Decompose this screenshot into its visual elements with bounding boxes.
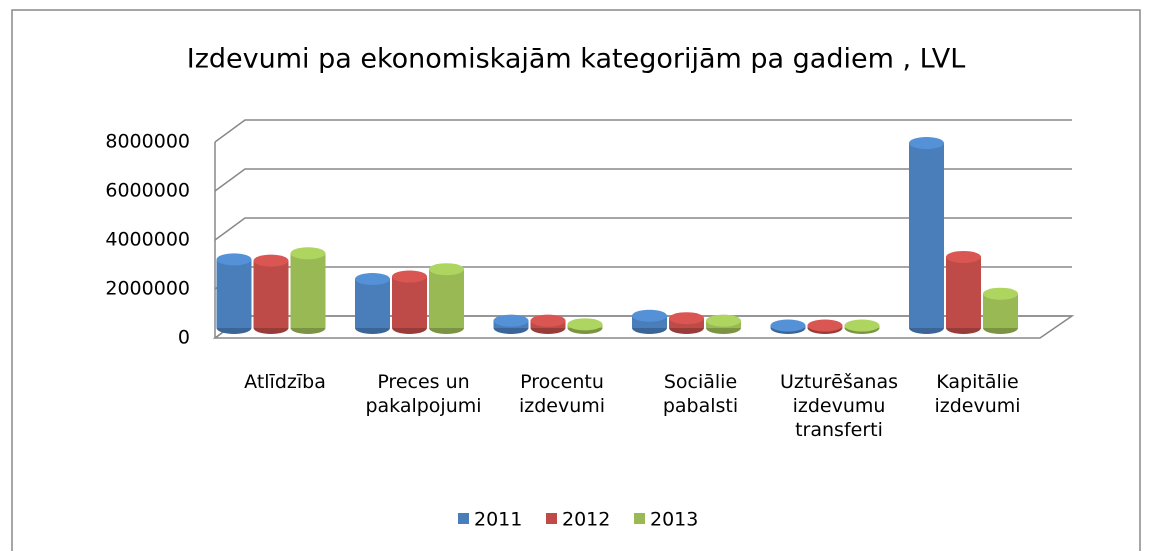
bar <box>216 259 252 328</box>
legend-label: 2011 <box>474 509 522 531</box>
bar <box>909 143 944 328</box>
legend-swatch <box>634 513 645 524</box>
x-tick-label: Sociālie pabalsti <box>662 371 739 417</box>
bar-top <box>567 318 603 331</box>
bar-top <box>946 250 981 263</box>
y-tick-label: 0 <box>178 327 190 349</box>
x-tick-label: Kapitālie izdevumi <box>934 371 1021 417</box>
bar-top <box>290 247 326 260</box>
y-tick-label: 4000000 <box>105 229 190 251</box>
y-tick-label: 2000000 <box>105 278 190 300</box>
bar-top <box>355 273 390 285</box>
y-tick-label: 8000000 <box>105 131 190 153</box>
bar-top <box>429 263 464 276</box>
legend-label: 2012 <box>562 509 610 531</box>
grid-line <box>214 168 1072 192</box>
bar-top <box>706 314 741 327</box>
x-tick-label: Preces un pakalpojumi <box>365 371 482 417</box>
bar <box>253 260 289 328</box>
bar <box>946 256 981 328</box>
x-tick-label: Atlīdzība <box>244 371 326 393</box>
bar-top <box>253 254 289 267</box>
bar-top <box>669 312 704 325</box>
bar-top <box>632 309 667 322</box>
bar <box>392 276 427 328</box>
x-tick-label: Procentu izdevumi <box>518 371 606 417</box>
grid-line <box>214 119 1072 143</box>
bar-top <box>770 319 806 332</box>
legend-swatch <box>546 513 557 524</box>
bar-top <box>530 314 566 327</box>
grid-line <box>214 217 1072 241</box>
bar-top <box>493 314 529 327</box>
bar <box>290 253 326 328</box>
legend-label: 2013 <box>650 509 698 531</box>
bar-top <box>844 319 880 332</box>
bar <box>429 269 464 328</box>
legend-swatch <box>458 513 469 524</box>
bar-top <box>392 270 427 283</box>
x-tick-label: Uzturēšanas izdevumu transferti <box>780 371 898 441</box>
y-tick-label: 6000000 <box>105 180 190 202</box>
chart-title: Izdevumi pa ekonomiskajām kategorijām pa… <box>187 44 966 75</box>
bar-top <box>216 253 252 266</box>
bar-top <box>807 319 843 332</box>
bar <box>355 279 390 328</box>
bar-top <box>909 137 944 150</box>
bar-top <box>983 287 1018 300</box>
